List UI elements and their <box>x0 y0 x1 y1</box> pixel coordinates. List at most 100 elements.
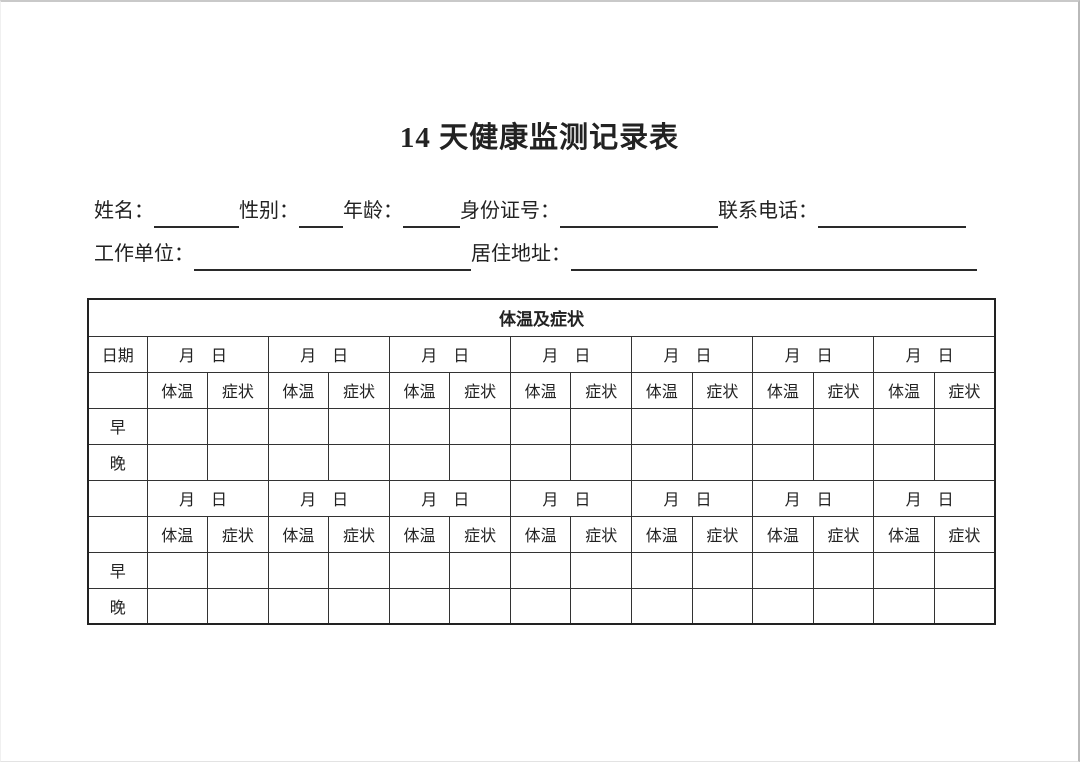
temp-header-cell: 体温 <box>752 371 814 409</box>
entry-cell[interactable] <box>146 551 209 589</box>
entry-cell[interactable] <box>388 587 451 625</box>
entry-cell[interactable] <box>752 443 814 481</box>
symptom-header-cell: 症状 <box>570 371 632 409</box>
entry-cell[interactable] <box>873 587 935 625</box>
entry-cell[interactable] <box>752 587 814 625</box>
month-day-cell[interactable]: 月 日 <box>752 335 875 373</box>
entry-cell[interactable] <box>388 407 451 445</box>
entry-cell[interactable] <box>267 551 330 589</box>
symptom-header-cell: 症状 <box>812 371 875 409</box>
entry-cell[interactable] <box>812 407 875 445</box>
page-title: 14 天健康监测记录表 <box>399 122 680 154</box>
entry-cell[interactable] <box>933 407 996 445</box>
gender-field[interactable] <box>299 202 343 228</box>
month-day-cell[interactable]: 月 日 <box>873 479 996 517</box>
entry-cell[interactable] <box>873 407 935 445</box>
entry-cell[interactable] <box>449 551 511 589</box>
entry-cell[interactable] <box>146 587 209 625</box>
month-day-cell[interactable]: 月 日 <box>630 479 754 517</box>
entry-cell[interactable] <box>631 407 693 445</box>
entry-cell[interactable] <box>207 551 269 589</box>
entry-cell[interactable] <box>752 551 814 589</box>
month-day-cell[interactable]: 月 日 <box>630 335 754 373</box>
date-row-1: 日期 月 日 月 日 月 日 月 日 月 日 月 日 月 日 <box>87 335 996 373</box>
symptom-header-cell: 症状 <box>570 515 632 553</box>
entry-cell[interactable] <box>631 443 693 481</box>
month-day-cell[interactable]: 月 日 <box>752 479 875 517</box>
entry-cell[interactable] <box>509 551 572 589</box>
entry-cell[interactable] <box>146 443 209 481</box>
entry-cell[interactable] <box>691 407 754 445</box>
symptom-header-cell: 症状 <box>207 371 269 409</box>
symptom-header-cell: 症状 <box>328 371 390 409</box>
entry-cell[interactable] <box>631 551 693 589</box>
month-day-cell[interactable]: 月 日 <box>388 335 511 373</box>
work-unit-field[interactable] <box>194 245 471 271</box>
entry-cell[interactable] <box>873 443 935 481</box>
entry-cell[interactable] <box>570 443 632 481</box>
name-field[interactable] <box>154 202 239 228</box>
entry-cell[interactable] <box>873 551 935 589</box>
entry-cell[interactable] <box>812 587 875 625</box>
phone-field[interactable] <box>818 202 966 228</box>
entry-cell[interactable] <box>388 443 451 481</box>
id-number-field[interactable] <box>560 202 718 228</box>
entry-cell[interactable] <box>933 443 996 481</box>
name-label: 姓名： <box>94 200 154 222</box>
entry-cell[interactable] <box>570 551 632 589</box>
entry-cell[interactable] <box>812 443 875 481</box>
entry-cell[interactable] <box>691 443 754 481</box>
entry-cell[interactable] <box>570 587 632 625</box>
symptom-header-cell: 症状 <box>812 515 875 553</box>
entry-cell[interactable] <box>267 443 330 481</box>
age-field[interactable] <box>403 202 460 228</box>
evening-label-cell: 晚 <box>87 443 148 481</box>
info-row-2: 工作单位： 居住地址： <box>94 233 999 276</box>
entry-cell[interactable] <box>752 407 814 445</box>
address-field[interactable] <box>571 245 977 271</box>
entry-cell[interactable] <box>631 587 693 625</box>
entry-cell[interactable] <box>328 407 390 445</box>
month-day-cell[interactable]: 月 日 <box>388 479 511 517</box>
entry-cell[interactable] <box>449 587 511 625</box>
entry-cell[interactable] <box>933 551 996 589</box>
month-day-cell[interactable]: 月 日 <box>267 479 390 517</box>
table-header-cell: 体温及症状 <box>87 298 996 337</box>
entry-cell[interactable] <box>328 587 390 625</box>
temp-header-cell: 体温 <box>146 515 209 553</box>
age-label: 年龄： <box>343 200 403 222</box>
temp-header-cell: 体温 <box>267 371 330 409</box>
entry-cell[interactable] <box>328 443 390 481</box>
entry-cell[interactable] <box>812 551 875 589</box>
entry-cell[interactable] <box>933 587 996 625</box>
month-day-cell[interactable]: 月 日 <box>267 335 390 373</box>
entry-cell[interactable] <box>449 407 511 445</box>
entry-cell[interactable] <box>509 443 572 481</box>
entry-cell[interactable] <box>691 587 754 625</box>
month-day-cell[interactable]: 月 日 <box>509 479 633 517</box>
entry-cell[interactable] <box>146 407 209 445</box>
entry-cell[interactable] <box>267 587 330 625</box>
temp-header-cell: 体温 <box>509 371 572 409</box>
entry-cell[interactable] <box>207 443 269 481</box>
month-day-cell[interactable]: 月 日 <box>146 479 269 517</box>
entry-cell[interactable] <box>509 587 572 625</box>
entry-cell[interactable] <box>509 407 572 445</box>
empty-corner-cell <box>87 371 148 409</box>
symptom-header-cell: 症状 <box>207 515 269 553</box>
month-day-cell[interactable]: 月 日 <box>146 335 269 373</box>
entry-cell[interactable] <box>449 443 511 481</box>
work-unit-label: 工作单位： <box>94 243 194 265</box>
month-day-cell[interactable]: 月 日 <box>509 335 633 373</box>
entry-cell[interactable] <box>328 551 390 589</box>
entry-cell[interactable] <box>570 407 632 445</box>
entry-cell[interactable] <box>388 551 451 589</box>
table-header-row: 体温及症状 <box>87 298 996 337</box>
entry-cell[interactable] <box>207 587 269 625</box>
entry-cell[interactable] <box>207 407 269 445</box>
entry-cell[interactable] <box>691 551 754 589</box>
month-day-cell[interactable]: 月 日 <box>873 335 996 373</box>
entry-cell[interactable] <box>267 407 330 445</box>
gender-label: 性别： <box>239 200 299 222</box>
